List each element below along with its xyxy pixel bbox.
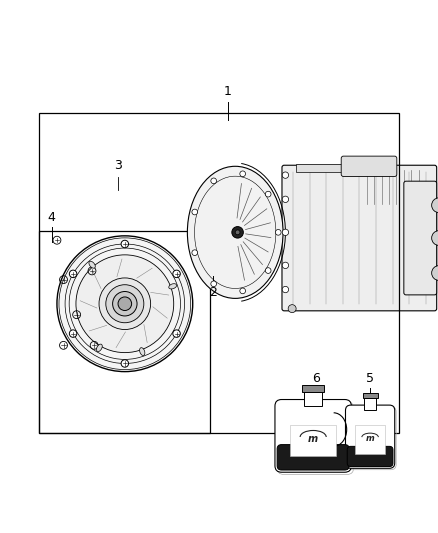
Circle shape — [57, 236, 193, 372]
Text: 3: 3 — [114, 159, 122, 172]
Bar — [363, 393, 378, 398]
Circle shape — [118, 297, 131, 311]
Text: 4: 4 — [48, 211, 56, 223]
Circle shape — [431, 265, 438, 280]
Bar — [364, 398, 376, 410]
Bar — [304, 392, 322, 406]
Circle shape — [265, 268, 271, 273]
Circle shape — [121, 240, 129, 248]
Circle shape — [69, 270, 77, 278]
Circle shape — [99, 278, 151, 329]
FancyBboxPatch shape — [282, 165, 437, 311]
FancyBboxPatch shape — [347, 446, 393, 466]
Circle shape — [276, 230, 281, 235]
Circle shape — [192, 209, 198, 215]
Circle shape — [192, 250, 198, 255]
Ellipse shape — [89, 261, 95, 268]
Circle shape — [211, 281, 216, 287]
Bar — [355, 425, 385, 454]
Circle shape — [106, 285, 144, 323]
Text: 5: 5 — [366, 372, 374, 385]
Ellipse shape — [169, 284, 177, 289]
Text: 2: 2 — [209, 286, 217, 299]
Text: m: m — [308, 434, 318, 444]
Circle shape — [265, 191, 271, 197]
Bar — [39, 231, 210, 433]
Circle shape — [431, 198, 438, 213]
FancyBboxPatch shape — [404, 181, 437, 295]
FancyBboxPatch shape — [275, 400, 351, 472]
Circle shape — [232, 227, 244, 238]
Ellipse shape — [187, 166, 283, 298]
Circle shape — [113, 292, 137, 316]
Circle shape — [431, 231, 438, 245]
Circle shape — [211, 178, 216, 184]
Bar — [290, 425, 336, 456]
Bar — [39, 113, 399, 433]
Circle shape — [282, 262, 289, 269]
Circle shape — [121, 360, 129, 367]
Circle shape — [69, 330, 77, 337]
Circle shape — [282, 229, 289, 236]
Text: 1: 1 — [224, 85, 232, 98]
FancyBboxPatch shape — [277, 445, 349, 470]
Circle shape — [282, 286, 289, 293]
Circle shape — [173, 270, 180, 278]
Circle shape — [76, 255, 174, 353]
Text: m: m — [366, 434, 374, 443]
Circle shape — [282, 196, 289, 203]
FancyBboxPatch shape — [341, 156, 397, 176]
Circle shape — [288, 305, 296, 313]
Circle shape — [282, 172, 289, 179]
Circle shape — [235, 230, 240, 235]
Ellipse shape — [96, 344, 102, 352]
Ellipse shape — [140, 348, 145, 356]
Bar — [296, 164, 353, 172]
Circle shape — [173, 330, 180, 337]
FancyBboxPatch shape — [346, 405, 395, 469]
Bar — [302, 385, 324, 392]
Circle shape — [240, 171, 246, 176]
Text: 6: 6 — [312, 372, 320, 385]
Circle shape — [240, 288, 246, 294]
